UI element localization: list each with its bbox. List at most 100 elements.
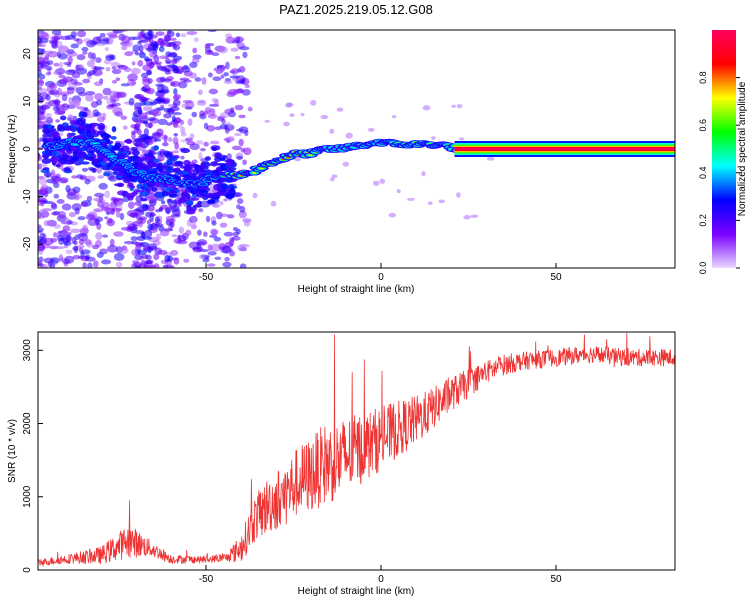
noise-blob (136, 143, 144, 147)
noise-blob (131, 61, 136, 66)
noise-blob (111, 80, 118, 84)
noise-blob (38, 196, 47, 203)
noise-blob (196, 101, 207, 106)
ridge-spread-blob (157, 162, 163, 170)
noise-blob (191, 159, 198, 164)
noise-blob (57, 41, 63, 50)
noise-blob (320, 114, 329, 120)
ridge-spread-blob (97, 155, 105, 162)
ridge-spread-blob (168, 193, 178, 198)
noise-blob (38, 43, 47, 48)
noise-blob (207, 111, 214, 116)
spectrogram-x-ticks: -50 0 50 (199, 263, 562, 283)
noise-blob (82, 262, 87, 268)
noise-blob (192, 47, 198, 54)
noise-blob (229, 250, 236, 257)
ridge-spread-blob (73, 151, 78, 155)
noise-blob (86, 60, 95, 67)
ridge-spread-blob (70, 154, 80, 161)
x-tick-label: -50 (199, 272, 214, 283)
noise-blob (168, 64, 176, 68)
noise-blob (94, 208, 101, 213)
ridge-spread-blob (97, 122, 105, 130)
noise-blob (342, 161, 350, 167)
noise-blob (223, 198, 229, 202)
noise-blob (146, 204, 155, 212)
noise-blob (51, 40, 58, 48)
noise-blob (82, 78, 91, 84)
noise-blob (72, 186, 81, 193)
ridge-spread-blob (100, 133, 110, 139)
noise-blob (94, 216, 104, 223)
noise-blob (155, 107, 166, 111)
ridge-blob (252, 172, 257, 174)
noise-blob (43, 257, 54, 264)
ridge-spread-blob (77, 128, 85, 135)
noise-blob (95, 239, 102, 248)
noise-blob (60, 230, 69, 239)
ridge-spread-blob (167, 159, 173, 164)
noise-blob (220, 74, 225, 79)
noise-blob (67, 114, 74, 121)
ridge-blob (110, 155, 115, 158)
y-tick-label: 0 (22, 146, 33, 152)
x-tick-label: 50 (550, 272, 562, 283)
ridge-spread-blob (126, 150, 132, 156)
noise-blob (168, 43, 174, 48)
noise-blob (173, 67, 180, 74)
ridge-blob (73, 143, 78, 145)
ridge-spread-blob (42, 133, 50, 138)
ridge-spread-blob (70, 132, 76, 136)
ridge-spread-blob (42, 124, 49, 129)
ridge-spread-blob (113, 144, 120, 150)
noise-blob (147, 224, 154, 231)
noise-blob (77, 216, 86, 221)
noise-blob (204, 49, 214, 56)
noise-blob (54, 110, 66, 115)
noise-blob (140, 97, 151, 101)
ridge-blob (166, 177, 171, 180)
noise-blob (427, 201, 433, 206)
noise-blob (207, 30, 218, 33)
noise-blob (139, 101, 147, 106)
noise-blob (86, 72, 93, 77)
noise-blob (179, 119, 185, 126)
noise-blob (74, 196, 80, 201)
noise-blob (38, 79, 45, 87)
noise-blob (59, 35, 71, 41)
noise-blob (137, 60, 144, 67)
noise-blob (38, 138, 43, 143)
noise-blob (170, 257, 179, 261)
noise-blob (45, 65, 53, 71)
noise-blob (120, 83, 130, 87)
noise-blob (107, 217, 113, 224)
noise-blob (183, 258, 190, 263)
noise-blob (223, 72, 229, 77)
noise-blob (46, 219, 57, 227)
noise-blob (60, 103, 67, 109)
noise-blob (130, 67, 141, 75)
ridge-spread-blob (87, 153, 92, 157)
noise-blob (51, 202, 57, 209)
ridge-spread-blob (65, 159, 74, 165)
noise-blob (226, 214, 235, 219)
noise-blob (96, 43, 106, 47)
noise-blob (158, 46, 165, 53)
noise-blob (130, 236, 138, 242)
noise-blob (243, 220, 251, 227)
ridge-spread-blob (60, 148, 66, 155)
ridge-spread-blob (180, 195, 191, 202)
noise-blob (38, 111, 41, 116)
noise-blob (72, 254, 81, 260)
noise-blob (54, 98, 60, 107)
ridge-spread-blob (229, 167, 237, 171)
ridge-spread-blob (210, 161, 219, 167)
noise-blob (164, 255, 171, 263)
noise-blob (132, 44, 140, 52)
noise-blob (175, 32, 181, 38)
noise-blob (219, 201, 224, 206)
noise-blob (189, 61, 198, 69)
noise-blob (120, 115, 128, 120)
noise-blob (135, 195, 143, 203)
ridge-spread-blob (63, 127, 73, 131)
